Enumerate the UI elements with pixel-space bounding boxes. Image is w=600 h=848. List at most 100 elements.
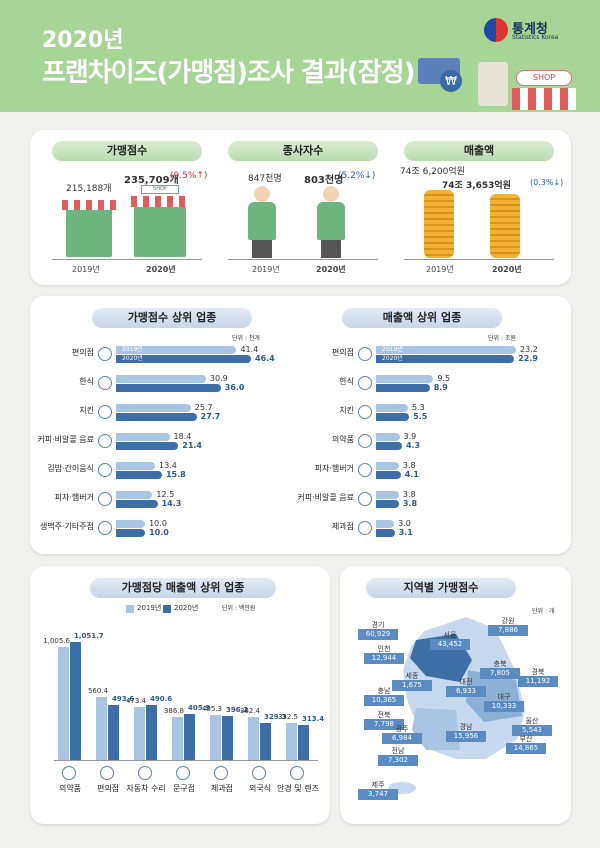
year-2020-label: 2020년 bbox=[146, 265, 176, 274]
region-value: 7,302 bbox=[378, 755, 418, 766]
category-label: 자동차 수리 bbox=[126, 784, 166, 793]
region-value: 5,543 bbox=[512, 725, 552, 736]
bar-2020 bbox=[146, 704, 157, 760]
medicine-icon bbox=[62, 766, 76, 780]
logo-english: Statistics Korea bbox=[512, 34, 559, 41]
bar-2020 bbox=[116, 355, 251, 363]
value-2019: 12.5 bbox=[156, 490, 175, 499]
region-value: 60,929 bbox=[358, 629, 398, 640]
value-2020: 15.8 bbox=[165, 470, 186, 479]
value-2020: 22.9 bbox=[518, 354, 538, 363]
region-name: 경기 bbox=[371, 621, 385, 629]
category-label: 의약품 bbox=[58, 784, 82, 793]
bar-2020 bbox=[376, 500, 399, 508]
bar-2020 bbox=[116, 471, 162, 479]
worker-head-2019-icon bbox=[254, 186, 270, 202]
legend-2020-label: 2020년 bbox=[174, 604, 199, 612]
region-name: 서울 bbox=[443, 631, 457, 639]
stores-change: (9.5%↑) bbox=[170, 171, 208, 181]
bar-2019 bbox=[96, 697, 107, 760]
won-coin-icon: ₩ bbox=[440, 70, 462, 92]
category-label: 치킨 bbox=[79, 406, 94, 415]
bar-2019 bbox=[376, 375, 434, 383]
category-label: 한식 bbox=[339, 377, 354, 386]
region-name: 충남 bbox=[377, 687, 391, 695]
category-label: 편의점 bbox=[96, 784, 120, 793]
workers-2020-value: 803천명 bbox=[304, 175, 344, 186]
region-value: 3,747 bbox=[358, 789, 398, 800]
burger-icon bbox=[98, 492, 112, 506]
stationery-icon bbox=[176, 766, 190, 780]
value-2020: 5.5 bbox=[413, 412, 428, 421]
region-value: 7,798 bbox=[364, 719, 404, 730]
worker-2020-icon bbox=[317, 202, 345, 240]
region-name: 인천 bbox=[377, 645, 391, 653]
value-2020: 21.4 bbox=[182, 441, 202, 450]
year-2019-label: 2019년 bbox=[72, 265, 100, 274]
region-name: 울산 bbox=[525, 717, 539, 725]
baseline-divider bbox=[404, 259, 554, 260]
bar-2019 bbox=[116, 375, 206, 383]
car-icon bbox=[138, 766, 152, 780]
value-2020: 313.4 bbox=[302, 714, 325, 723]
top-stores-unit: 단위 : 천개 bbox=[232, 335, 260, 342]
bar-2019 bbox=[376, 520, 395, 528]
value-2020: 4.3 bbox=[405, 441, 421, 450]
convenience-store-icon bbox=[98, 347, 112, 361]
region-value: 7,886 bbox=[488, 625, 528, 636]
bar-2019 bbox=[58, 647, 69, 760]
legend-2019-swatch bbox=[126, 605, 134, 613]
legend-2020-swatch bbox=[163, 605, 171, 613]
value-2019: 10.0 bbox=[149, 519, 167, 528]
chicken-icon bbox=[358, 405, 372, 419]
value-2020: 329.3 bbox=[264, 713, 287, 722]
value-2019: 9.5 bbox=[437, 374, 451, 383]
value-2020: 10.0 bbox=[149, 528, 169, 537]
category-label: 제과점 bbox=[331, 522, 354, 531]
region-name: 전북 bbox=[377, 711, 391, 719]
value-2020: 46.4 bbox=[255, 354, 275, 363]
region-name: 충북 bbox=[493, 660, 507, 668]
value-2020: 396.2 bbox=[226, 705, 249, 714]
bar-2020 bbox=[376, 529, 395, 537]
value-2020: 490.6 bbox=[150, 694, 173, 703]
sales-label: 매출액 bbox=[404, 141, 554, 161]
value-2020: 4.1 bbox=[404, 470, 419, 479]
workers-2019-value: 847천명 bbox=[248, 174, 282, 184]
medicine-icon bbox=[358, 434, 372, 448]
region-name: 전남 bbox=[391, 747, 405, 755]
region-value: 11,192 bbox=[518, 676, 558, 687]
bar-2019 bbox=[116, 346, 237, 354]
chicken-icon bbox=[98, 405, 112, 419]
value-2019: 3.8 bbox=[402, 461, 416, 470]
shop-sign: SHOP bbox=[516, 70, 572, 86]
top-sales-title: 매출액 상위 업종 bbox=[342, 308, 502, 328]
region-value: 14,865 bbox=[506, 743, 546, 754]
bar-2020 bbox=[376, 384, 430, 392]
year-2019-label: 2019년 bbox=[426, 265, 454, 274]
coin-stack-2019-icon bbox=[424, 190, 454, 258]
legend-2020-inbar: 2020년 bbox=[122, 355, 143, 362]
region-unit: 단위 : 개 bbox=[532, 608, 555, 615]
category-label: 제과점 bbox=[210, 784, 234, 793]
region-name: 부산 bbox=[519, 735, 533, 743]
per-store-baseline bbox=[54, 760, 318, 761]
bar-2019 bbox=[376, 462, 399, 470]
shop-sign-small: SHOP bbox=[141, 185, 179, 194]
category-label: 편의점 bbox=[71, 348, 94, 357]
bar-2020 bbox=[116, 384, 221, 392]
legend-2019-inbar: 2019년 bbox=[382, 346, 403, 353]
logo-korean: 통계청 bbox=[512, 22, 548, 37]
value-2019: 18.4 bbox=[173, 432, 192, 441]
legend-2020-inbar: 2020년 bbox=[382, 355, 403, 362]
category-label: 커피·비알콜 음료 bbox=[297, 493, 354, 502]
region-value: 10,365 bbox=[364, 695, 404, 706]
region-name: 대전 bbox=[459, 678, 473, 686]
value-2019: 382.4 bbox=[239, 707, 260, 716]
workers-change: (5.2%↓) bbox=[338, 171, 376, 181]
value-2019: 41.4 bbox=[240, 345, 259, 354]
worker-legs-2020-icon bbox=[321, 240, 341, 258]
bar-2020 bbox=[376, 442, 402, 450]
baseline-divider bbox=[52, 259, 202, 260]
top-sales-unit: 단위 : 조원 bbox=[488, 335, 516, 342]
